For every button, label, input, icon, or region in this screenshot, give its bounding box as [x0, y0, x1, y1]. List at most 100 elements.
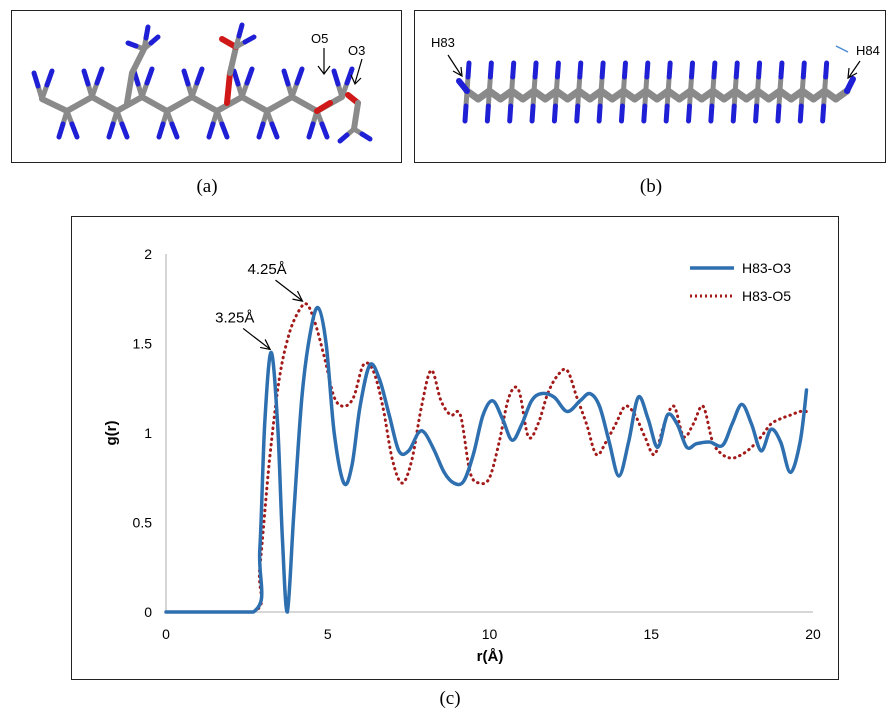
bond-stick — [666, 60, 673, 80]
x-axis-title: r(Å) — [477, 648, 504, 665]
caption-a: (a) — [196, 176, 218, 197]
h84-arrow — [847, 60, 861, 80]
bond-stick — [124, 70, 135, 106]
bond-stick — [129, 46, 147, 76]
bond-stick — [689, 60, 696, 80]
bond-stick — [89, 94, 120, 114]
bond-stick — [462, 103, 469, 124]
bond-stick — [641, 103, 648, 124]
bond-stick — [306, 121, 316, 140]
bond-stick — [236, 22, 245, 39]
bond-stick — [551, 103, 558, 124]
bond-stick — [575, 88, 582, 109]
bond-stick — [618, 103, 625, 124]
annotation-label: 4.25Å — [247, 261, 286, 278]
bond-stick — [294, 66, 305, 86]
bond-stick — [510, 60, 517, 80]
legend-label-h83-o5: H83-O5 — [742, 288, 791, 304]
bond-stick — [530, 88, 537, 109]
bond-stick — [219, 36, 239, 50]
bond-stick — [337, 132, 350, 144]
bond-stick — [139, 94, 170, 114]
legend: H83-O3 H83-O5 — [690, 260, 791, 304]
bond-stick — [577, 60, 584, 80]
bond-stick — [778, 60, 785, 80]
bond-stick — [798, 88, 805, 109]
bond-stick — [94, 66, 105, 86]
bond-stick — [508, 88, 515, 109]
bond-stick — [319, 121, 330, 140]
series-line-h83-o3 — [164, 305, 809, 614]
molecule-b-illustration: H83 H84 — [431, 35, 880, 124]
y-tick-label: 0 — [144, 604, 152, 620]
bond-stick — [242, 34, 257, 45]
o5-label: O5 — [311, 31, 328, 46]
bond-stick — [552, 88, 559, 109]
bond-stick — [106, 121, 116, 140]
bond-stick — [731, 88, 738, 109]
bond-stick — [621, 60, 628, 80]
legend-label-h83-o3: H83-O3 — [742, 260, 791, 276]
bond-stick — [730, 103, 737, 124]
annotation-arrowhead — [292, 290, 304, 302]
bond-stick — [709, 88, 716, 109]
bond-stick — [663, 103, 670, 124]
bond-stick — [224, 70, 233, 106]
bond-stick — [331, 68, 341, 87]
bond-stick — [189, 94, 220, 114]
bond-stick — [597, 88, 604, 109]
bond-stick — [344, 66, 355, 86]
y-tick-label: 1.5 — [133, 336, 153, 352]
bond-stick — [554, 60, 561, 80]
panel-a-frame: O5 O3 — [11, 10, 402, 163]
bond-stick — [264, 94, 295, 114]
bond-stick — [574, 103, 581, 124]
caption-c: (c) — [439, 688, 461, 709]
y-tick-label: 0.5 — [133, 515, 153, 531]
bond-stick — [484, 103, 491, 124]
bond-stick — [754, 88, 761, 109]
x-tick-label: 15 — [643, 626, 659, 642]
bond-stick — [69, 121, 80, 140]
bond-stick — [169, 121, 180, 140]
bond-stick — [529, 103, 536, 124]
bond-stick — [269, 121, 280, 140]
bond-stick — [800, 60, 807, 80]
bond-stick — [821, 88, 828, 109]
bond-stick — [256, 121, 266, 140]
bond-stick — [125, 40, 139, 49]
bond-stick — [820, 103, 827, 124]
bond-stick — [289, 94, 320, 114]
bond-stick — [144, 66, 155, 86]
bond-stick — [687, 88, 694, 109]
h83-arrow — [447, 54, 463, 78]
bond-stick — [81, 68, 91, 87]
h83-label: H83 — [431, 35, 455, 50]
bond-stick — [465, 60, 472, 80]
annotation-arrowhead — [260, 339, 272, 351]
bond-stick — [507, 103, 514, 124]
h84-label: H84 — [856, 43, 880, 58]
bond-stick — [231, 68, 241, 87]
series-line-h83-o5 — [164, 302, 808, 614]
bond-stick — [596, 103, 603, 124]
bond-stick — [31, 70, 41, 89]
bond-stick — [664, 88, 671, 109]
bond-stick — [708, 103, 715, 124]
x-tick-label: 20 — [805, 626, 821, 642]
bond-stick — [776, 88, 783, 109]
o5-arrow — [317, 48, 331, 75]
bond-stick — [314, 100, 333, 114]
bond-stick — [619, 88, 626, 109]
bond-stick — [797, 103, 804, 124]
bond-stick — [219, 121, 230, 140]
bond-stick — [206, 121, 216, 140]
bond-stick — [485, 88, 492, 109]
y-tick-label: 1 — [144, 425, 152, 441]
bond-stick — [711, 60, 718, 80]
bond-stick — [644, 60, 651, 80]
bond-stick — [239, 94, 270, 114]
bond-stick — [532, 60, 539, 80]
bond-stick — [194, 66, 205, 86]
bond-stick — [148, 34, 161, 46]
